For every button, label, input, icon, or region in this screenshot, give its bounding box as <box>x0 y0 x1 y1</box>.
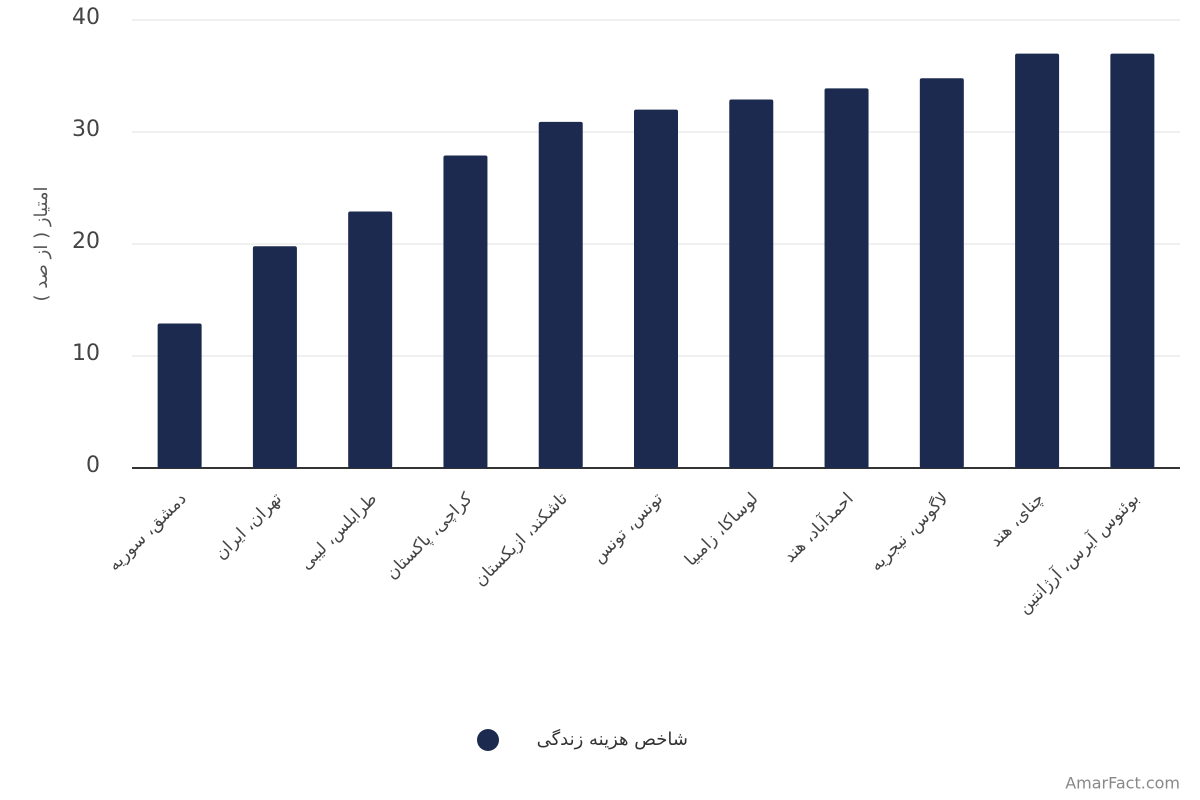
bar <box>824 88 869 468</box>
x-tick-label: تونس، تونس <box>589 489 667 567</box>
bar <box>634 109 678 468</box>
bar <box>157 323 202 468</box>
x-tick-label: دمشق، سوریه <box>104 489 190 575</box>
y-axis-label: امتیاز ( از صد ) <box>31 186 52 301</box>
y-tick-label: 40 <box>72 5 100 30</box>
y-tick-label: 20 <box>72 229 100 254</box>
bar <box>729 99 774 469</box>
bar <box>1015 53 1060 468</box>
x-tick-label: احمدآباد، هند <box>778 488 857 567</box>
y-tick-label: 30 <box>72 117 100 142</box>
legend-marker <box>477 729 499 751</box>
x-tick-label: چنای، هند <box>986 489 1048 551</box>
bar <box>252 246 297 468</box>
x-tick-label: کراچی، پاکستان <box>382 488 477 583</box>
y-tick-label: 10 <box>72 341 100 366</box>
bar <box>538 121 583 469</box>
x-tick-label: لاگوس، نیجریه <box>866 488 953 575</box>
legend-label: شاخص هزینه زندگی <box>537 728 688 750</box>
x-tick-label: تهران، ایران <box>211 489 286 564</box>
watermark: AmarFact.com <box>1065 774 1180 793</box>
bar <box>1110 53 1155 468</box>
x-tick-label: لوساکا، زامبیا <box>681 489 762 570</box>
bar <box>919 78 964 469</box>
y-tick-label: 0 <box>86 453 100 478</box>
x-tick-label: طرابلس، لیبی <box>296 489 381 574</box>
bar <box>443 155 488 468</box>
x-tick-label: تاشکند، ازبکستان <box>470 489 572 591</box>
bar <box>348 211 393 468</box>
